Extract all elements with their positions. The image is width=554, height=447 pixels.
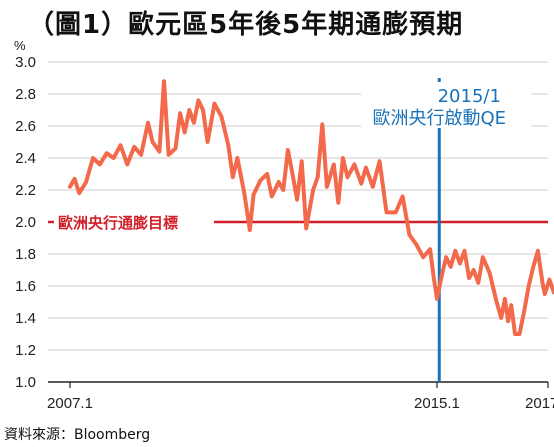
source-note: 資料來源：Bloomberg — [4, 427, 151, 443]
event-label-date: 2015/1 — [438, 86, 501, 107]
y-tick-label: 2.4 — [15, 150, 36, 167]
y-tick-label: 2.6 — [15, 118, 36, 135]
chart-title: （圖1）歐元區5年後5年期通膨預期 — [28, 10, 464, 40]
y-axis-ticks: 1.0 1.2 1.4 1.6 1.8 2.0 2.2 2.4 2.6 2.8 3.0 — [15, 54, 36, 391]
y-tick-label: 1.8 — [15, 246, 36, 263]
x-tick-label: 2007.1 — [47, 395, 93, 412]
y-tick-label: 2.2 — [15, 182, 36, 199]
y-tick-label: 3.0 — [15, 54, 36, 71]
y-tick-label: 1.0 — [15, 374, 36, 391]
target-label-bg — [54, 212, 214, 232]
y-tick-label: 1.6 — [15, 278, 36, 295]
target-label: 歐洲央行通膨目標 — [58, 214, 178, 232]
y-tick-label: 2.8 — [15, 86, 36, 103]
series-line-inflation-expectation — [68, 79, 554, 336]
event-label-bg — [361, 82, 532, 128]
y-axis-unit: % — [14, 38, 26, 53]
x-axis-ticks: 2007.1 2015.1 2017.6 — [47, 382, 554, 412]
x-tick-label: 2017.6 — [525, 395, 554, 412]
event-label-text: 歐洲央行啟動QE — [372, 108, 506, 129]
y-tick-label: 1.4 — [15, 310, 36, 327]
y-tick-label: 1.2 — [15, 342, 36, 359]
x-tick-label: 2015.1 — [414, 395, 460, 412]
y-tick-label: 2.0 — [15, 214, 36, 231]
